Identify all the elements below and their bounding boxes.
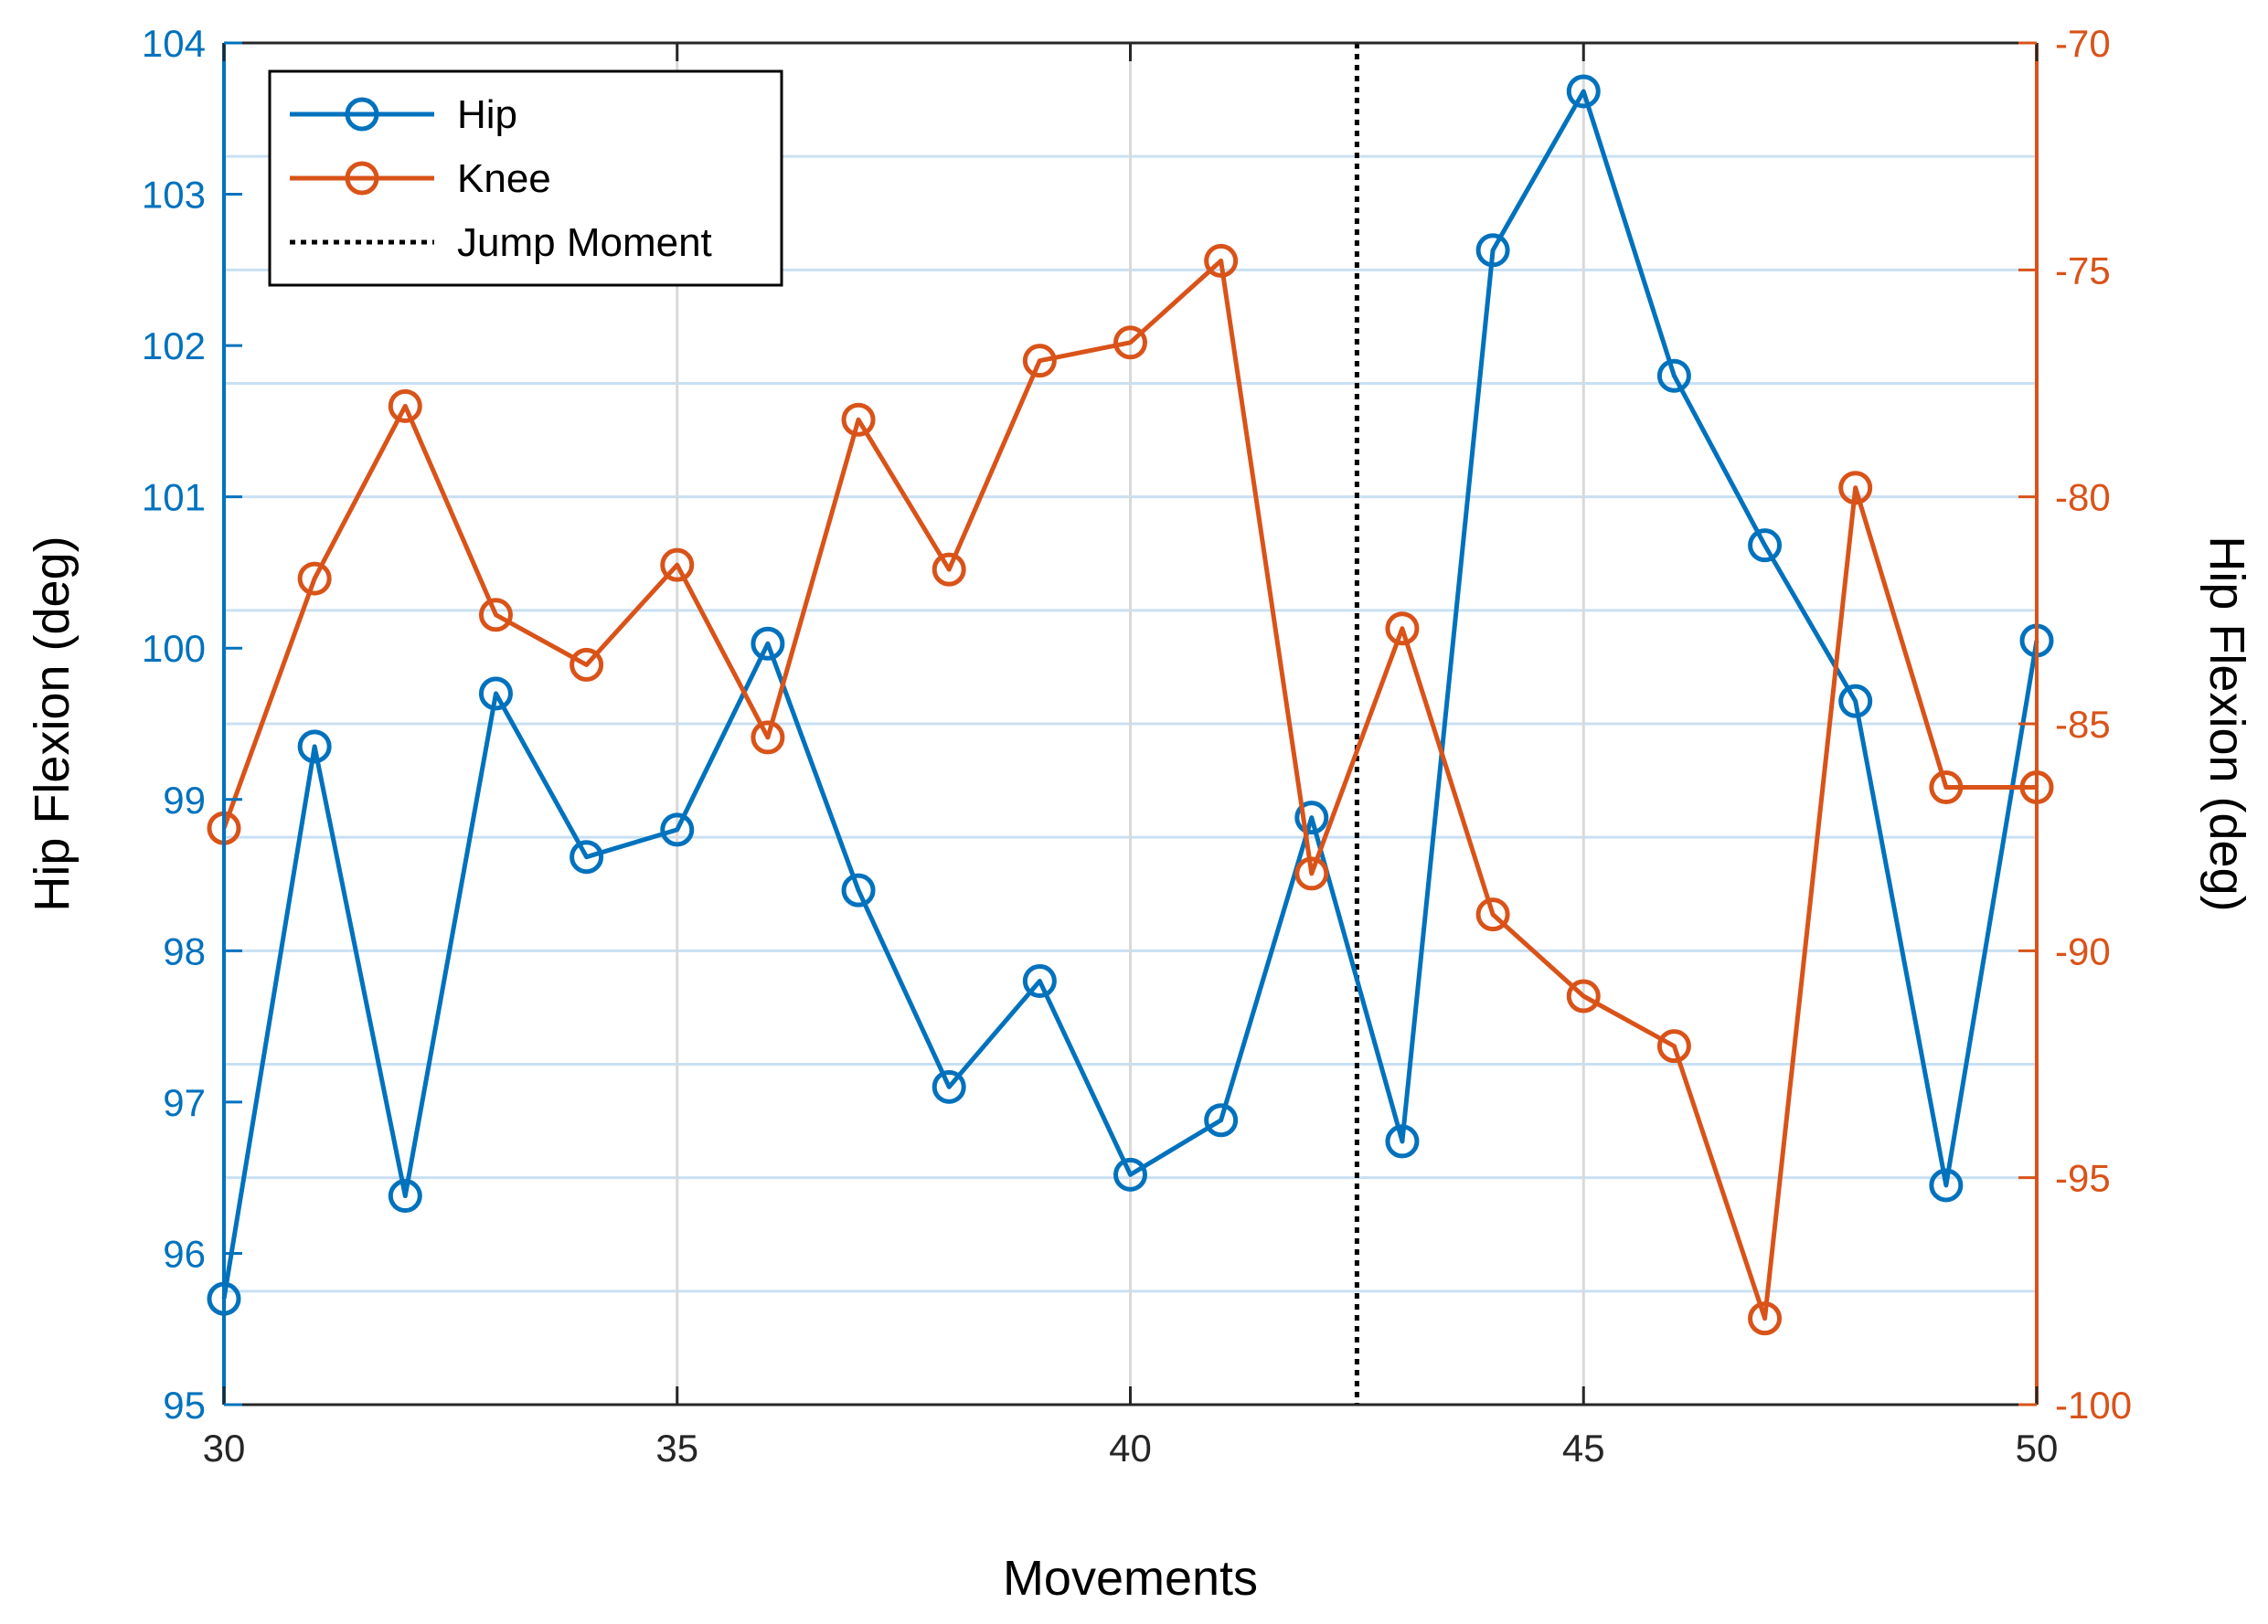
knee-point (1113, 325, 1147, 360)
legend-label-hip: Hip (457, 92, 517, 137)
knee-point (841, 402, 876, 437)
right-y-axis-title: Hip Flexion (deg) (2199, 536, 2254, 911)
knee-point (1566, 979, 1601, 1014)
knee-point (1022, 344, 1057, 378)
knee-point (1475, 897, 1510, 932)
hip-point (1385, 1124, 1420, 1159)
knee-point (751, 720, 785, 755)
right-y-tick-label: -70 (2055, 22, 2111, 65)
hip-point (841, 873, 876, 908)
legend-marker-hip (345, 97, 379, 132)
left-y-tick-label: 104 (142, 22, 206, 65)
hip-point (388, 1179, 422, 1214)
left-y-tick-label: 97 (163, 1081, 206, 1124)
knee-point (1204, 243, 1239, 278)
right-y-tick-label: -85 (2055, 703, 2111, 746)
hip-point (1656, 358, 1691, 393)
legend-label-knee: Knee (457, 156, 551, 201)
hip-point (932, 1069, 966, 1104)
grid (222, 41, 2039, 1406)
left-y-tick-label: 95 (163, 1384, 206, 1427)
legend-entry-knee: Knee (290, 156, 551, 201)
x-tick-label: 30 (203, 1427, 246, 1470)
knee-point (1929, 770, 1964, 805)
hip-point (1566, 74, 1601, 109)
left-y-tick-label: 98 (163, 929, 206, 972)
left-y-axis-title: Hip Flexion (deg) (25, 536, 80, 911)
knee-point (1656, 1029, 1691, 1064)
right-y-tick-label: -75 (2055, 249, 2111, 292)
hip-point (1838, 684, 1873, 718)
left-y-tick-label: 102 (142, 324, 206, 367)
hip-point (751, 626, 785, 661)
hip-point (1022, 963, 1057, 998)
hip-point (570, 840, 604, 875)
knee-point (1385, 611, 1420, 646)
hip-point (1294, 801, 1329, 835)
legend-items: Hip Knee Jump Moment (290, 92, 712, 265)
x-tick-label: 45 (1562, 1427, 1605, 1470)
knee-point (1838, 471, 1873, 505)
hip-point (297, 729, 332, 764)
legend-label-jump-moment: Jump Moment (457, 220, 712, 265)
hip-point (1748, 528, 1783, 563)
knee-point (570, 647, 604, 682)
x-axis-title: Movements (1003, 1551, 1258, 1606)
knee-line (221, 258, 2037, 1321)
tick-labels: 30 35 40 45 50 95 96 97 98 99 100 101 102 103 104 -100 -… (142, 22, 2132, 1470)
left-y-tick-label: 96 (163, 1232, 206, 1275)
hip-point (660, 812, 695, 847)
axes (222, 41, 2039, 1406)
legend-entry-jump-moment: Jump Moment (290, 220, 712, 265)
knee-series (207, 243, 2054, 1336)
series-layer (207, 74, 2054, 1336)
hip-point (1204, 1103, 1239, 1138)
x-tick-label: 35 (655, 1427, 698, 1470)
legend: Hip Knee Jump Moment (268, 69, 783, 287)
left-y-tick-label: 100 (142, 627, 206, 670)
legend-marker-knee (345, 161, 379, 196)
x-tick-label: 40 (1109, 1427, 1152, 1470)
knee-point (388, 388, 422, 423)
hip-point (1475, 233, 1510, 268)
x-tick-label: 50 (2016, 1427, 2059, 1470)
knee-point (478, 598, 513, 632)
hip-point (1929, 1168, 1964, 1203)
knee-point (1748, 1301, 1783, 1336)
left-y-tick-label: 101 (142, 476, 206, 519)
knee-point (297, 561, 332, 596)
legend-entry-hip: Hip (290, 92, 517, 137)
right-y-tick-label: -90 (2055, 929, 2111, 972)
left-y-tick-label: 99 (163, 779, 206, 822)
knee-point (1294, 856, 1329, 891)
right-y-tick-label: -80 (2055, 476, 2111, 519)
right-y-tick-label: -95 (2055, 1157, 2111, 1200)
hip-point (478, 676, 513, 711)
right-y-tick-label: -100 (2055, 1384, 2132, 1427)
hip-line (221, 89, 2039, 1300)
left-y-tick-label: 103 (142, 174, 206, 217)
knee-point (660, 547, 695, 582)
hip-point (1113, 1157, 1147, 1192)
knee-point (932, 552, 966, 587)
